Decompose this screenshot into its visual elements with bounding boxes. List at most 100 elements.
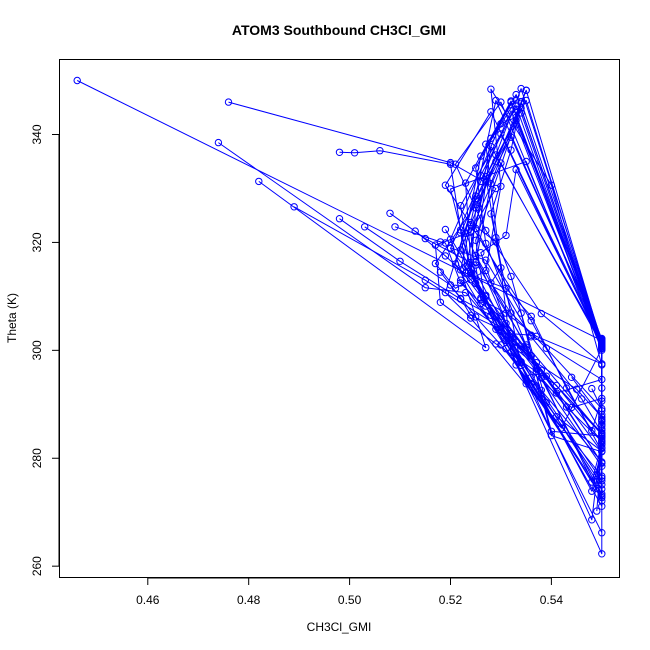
data-point xyxy=(482,266,490,275)
data-point xyxy=(512,338,520,346)
data-point xyxy=(532,367,540,376)
data-point xyxy=(517,104,525,112)
data-point xyxy=(487,210,495,218)
data-point xyxy=(502,319,510,328)
data-point xyxy=(502,284,510,292)
data-point xyxy=(537,386,545,394)
data-point xyxy=(517,361,525,370)
data-point xyxy=(482,256,490,264)
data-point xyxy=(492,340,500,348)
data-point xyxy=(593,476,601,484)
series-points xyxy=(73,76,606,558)
plot-frame xyxy=(59,59,620,578)
series-line-8 xyxy=(364,111,603,497)
data-point xyxy=(593,471,601,480)
data-point xyxy=(350,149,359,157)
data-point xyxy=(512,116,520,125)
data-point xyxy=(588,516,596,524)
data-point xyxy=(451,160,460,168)
data-point xyxy=(537,394,545,403)
data-point xyxy=(482,239,490,248)
data-point xyxy=(461,229,470,237)
data-point xyxy=(598,360,606,368)
series-line-1 xyxy=(76,80,603,555)
data-point xyxy=(522,86,530,95)
data-point xyxy=(567,403,576,412)
data-point xyxy=(517,109,525,117)
x-tick-label: 0.50 xyxy=(338,593,362,607)
data-point xyxy=(572,385,581,393)
data-point xyxy=(567,373,576,381)
data-point xyxy=(472,261,480,269)
data-point xyxy=(441,239,450,247)
data-point xyxy=(255,177,263,186)
data-point xyxy=(598,413,606,421)
data-point xyxy=(472,236,480,245)
data-point xyxy=(527,312,535,320)
chart-title: ATOM3 Southbound CH3Cl_GMI xyxy=(232,22,446,38)
data-point xyxy=(290,203,298,211)
data-point xyxy=(588,427,596,435)
y-tick-label: 340 xyxy=(30,124,44,144)
y-tick-label: 300 xyxy=(30,340,44,360)
data-point xyxy=(507,133,515,141)
data-point xyxy=(598,436,606,445)
data-point xyxy=(598,459,606,467)
data-point xyxy=(224,98,233,106)
data-point xyxy=(537,309,545,318)
data-point xyxy=(421,276,429,284)
data-point xyxy=(532,332,540,340)
data-point xyxy=(391,223,399,231)
data-point xyxy=(598,472,606,480)
data-point xyxy=(507,97,515,105)
data-point xyxy=(441,181,450,189)
data-point xyxy=(461,269,470,277)
data-point xyxy=(537,366,545,374)
data-point xyxy=(487,142,495,151)
data-point xyxy=(527,373,535,381)
data-point xyxy=(552,381,561,390)
data-point xyxy=(598,429,606,437)
data-point xyxy=(517,359,525,367)
data-point xyxy=(467,314,475,322)
data-point xyxy=(431,259,440,268)
data-point xyxy=(512,354,520,362)
data-point xyxy=(598,375,606,384)
data-point xyxy=(482,343,490,352)
data-point xyxy=(361,223,369,231)
series-line-3 xyxy=(228,100,603,507)
data-point xyxy=(532,382,540,390)
data-point xyxy=(456,276,465,284)
data-point xyxy=(497,182,505,191)
series-line-2 xyxy=(218,94,603,495)
data-point xyxy=(527,380,535,388)
data-point xyxy=(522,341,530,349)
data-point xyxy=(512,105,520,113)
series-line-7 xyxy=(339,103,603,490)
data-point xyxy=(507,272,515,281)
data-point xyxy=(547,181,556,189)
data-point xyxy=(482,172,490,181)
y-tick-label: 320 xyxy=(30,232,44,252)
data-point xyxy=(578,395,586,403)
data-point xyxy=(467,311,475,319)
data-point xyxy=(598,394,606,403)
data-point xyxy=(562,403,571,411)
y-tick-label: 280 xyxy=(30,448,44,468)
data-point xyxy=(446,235,455,243)
data-point xyxy=(436,238,445,246)
data-point xyxy=(517,345,525,353)
data-point xyxy=(446,185,455,193)
data-point xyxy=(456,229,465,237)
data-point xyxy=(487,134,495,143)
y-tick-label: 260 xyxy=(30,556,44,576)
data-point xyxy=(386,209,394,218)
data-point xyxy=(482,226,490,235)
data-point xyxy=(492,151,500,159)
data-point xyxy=(467,268,475,277)
data-point xyxy=(598,422,606,430)
data-point xyxy=(598,490,606,498)
data-point xyxy=(598,441,606,449)
data-point xyxy=(472,192,480,200)
